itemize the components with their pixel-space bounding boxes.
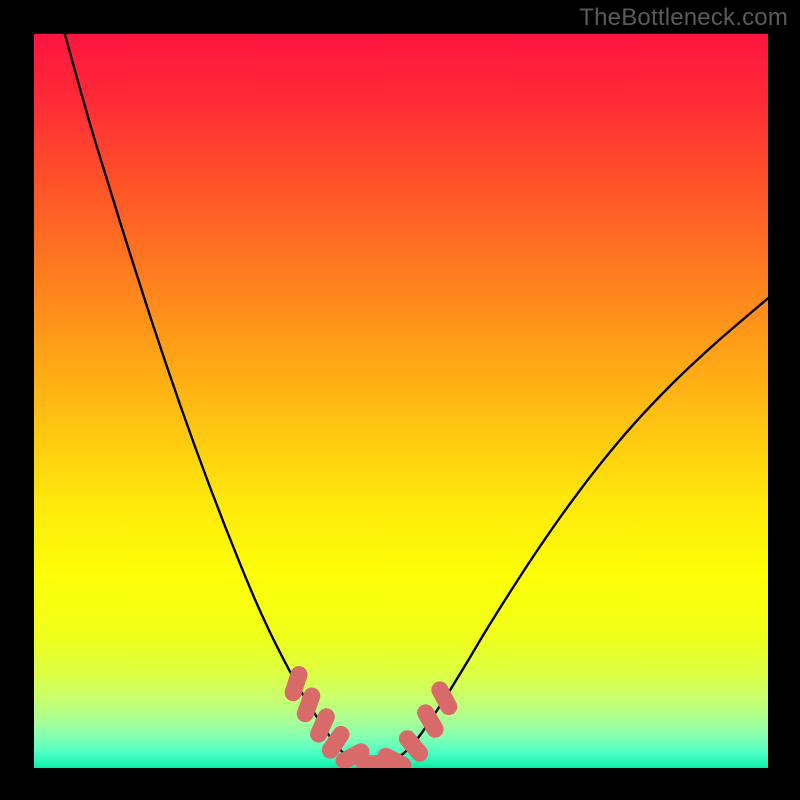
watermark-text: TheBottleneck.com [579, 4, 788, 32]
canvas-root: TheBottleneck.com [0, 0, 800, 800]
curve-v-curve [65, 34, 768, 764]
chart-svg [34, 34, 768, 768]
plot-area [34, 34, 768, 768]
